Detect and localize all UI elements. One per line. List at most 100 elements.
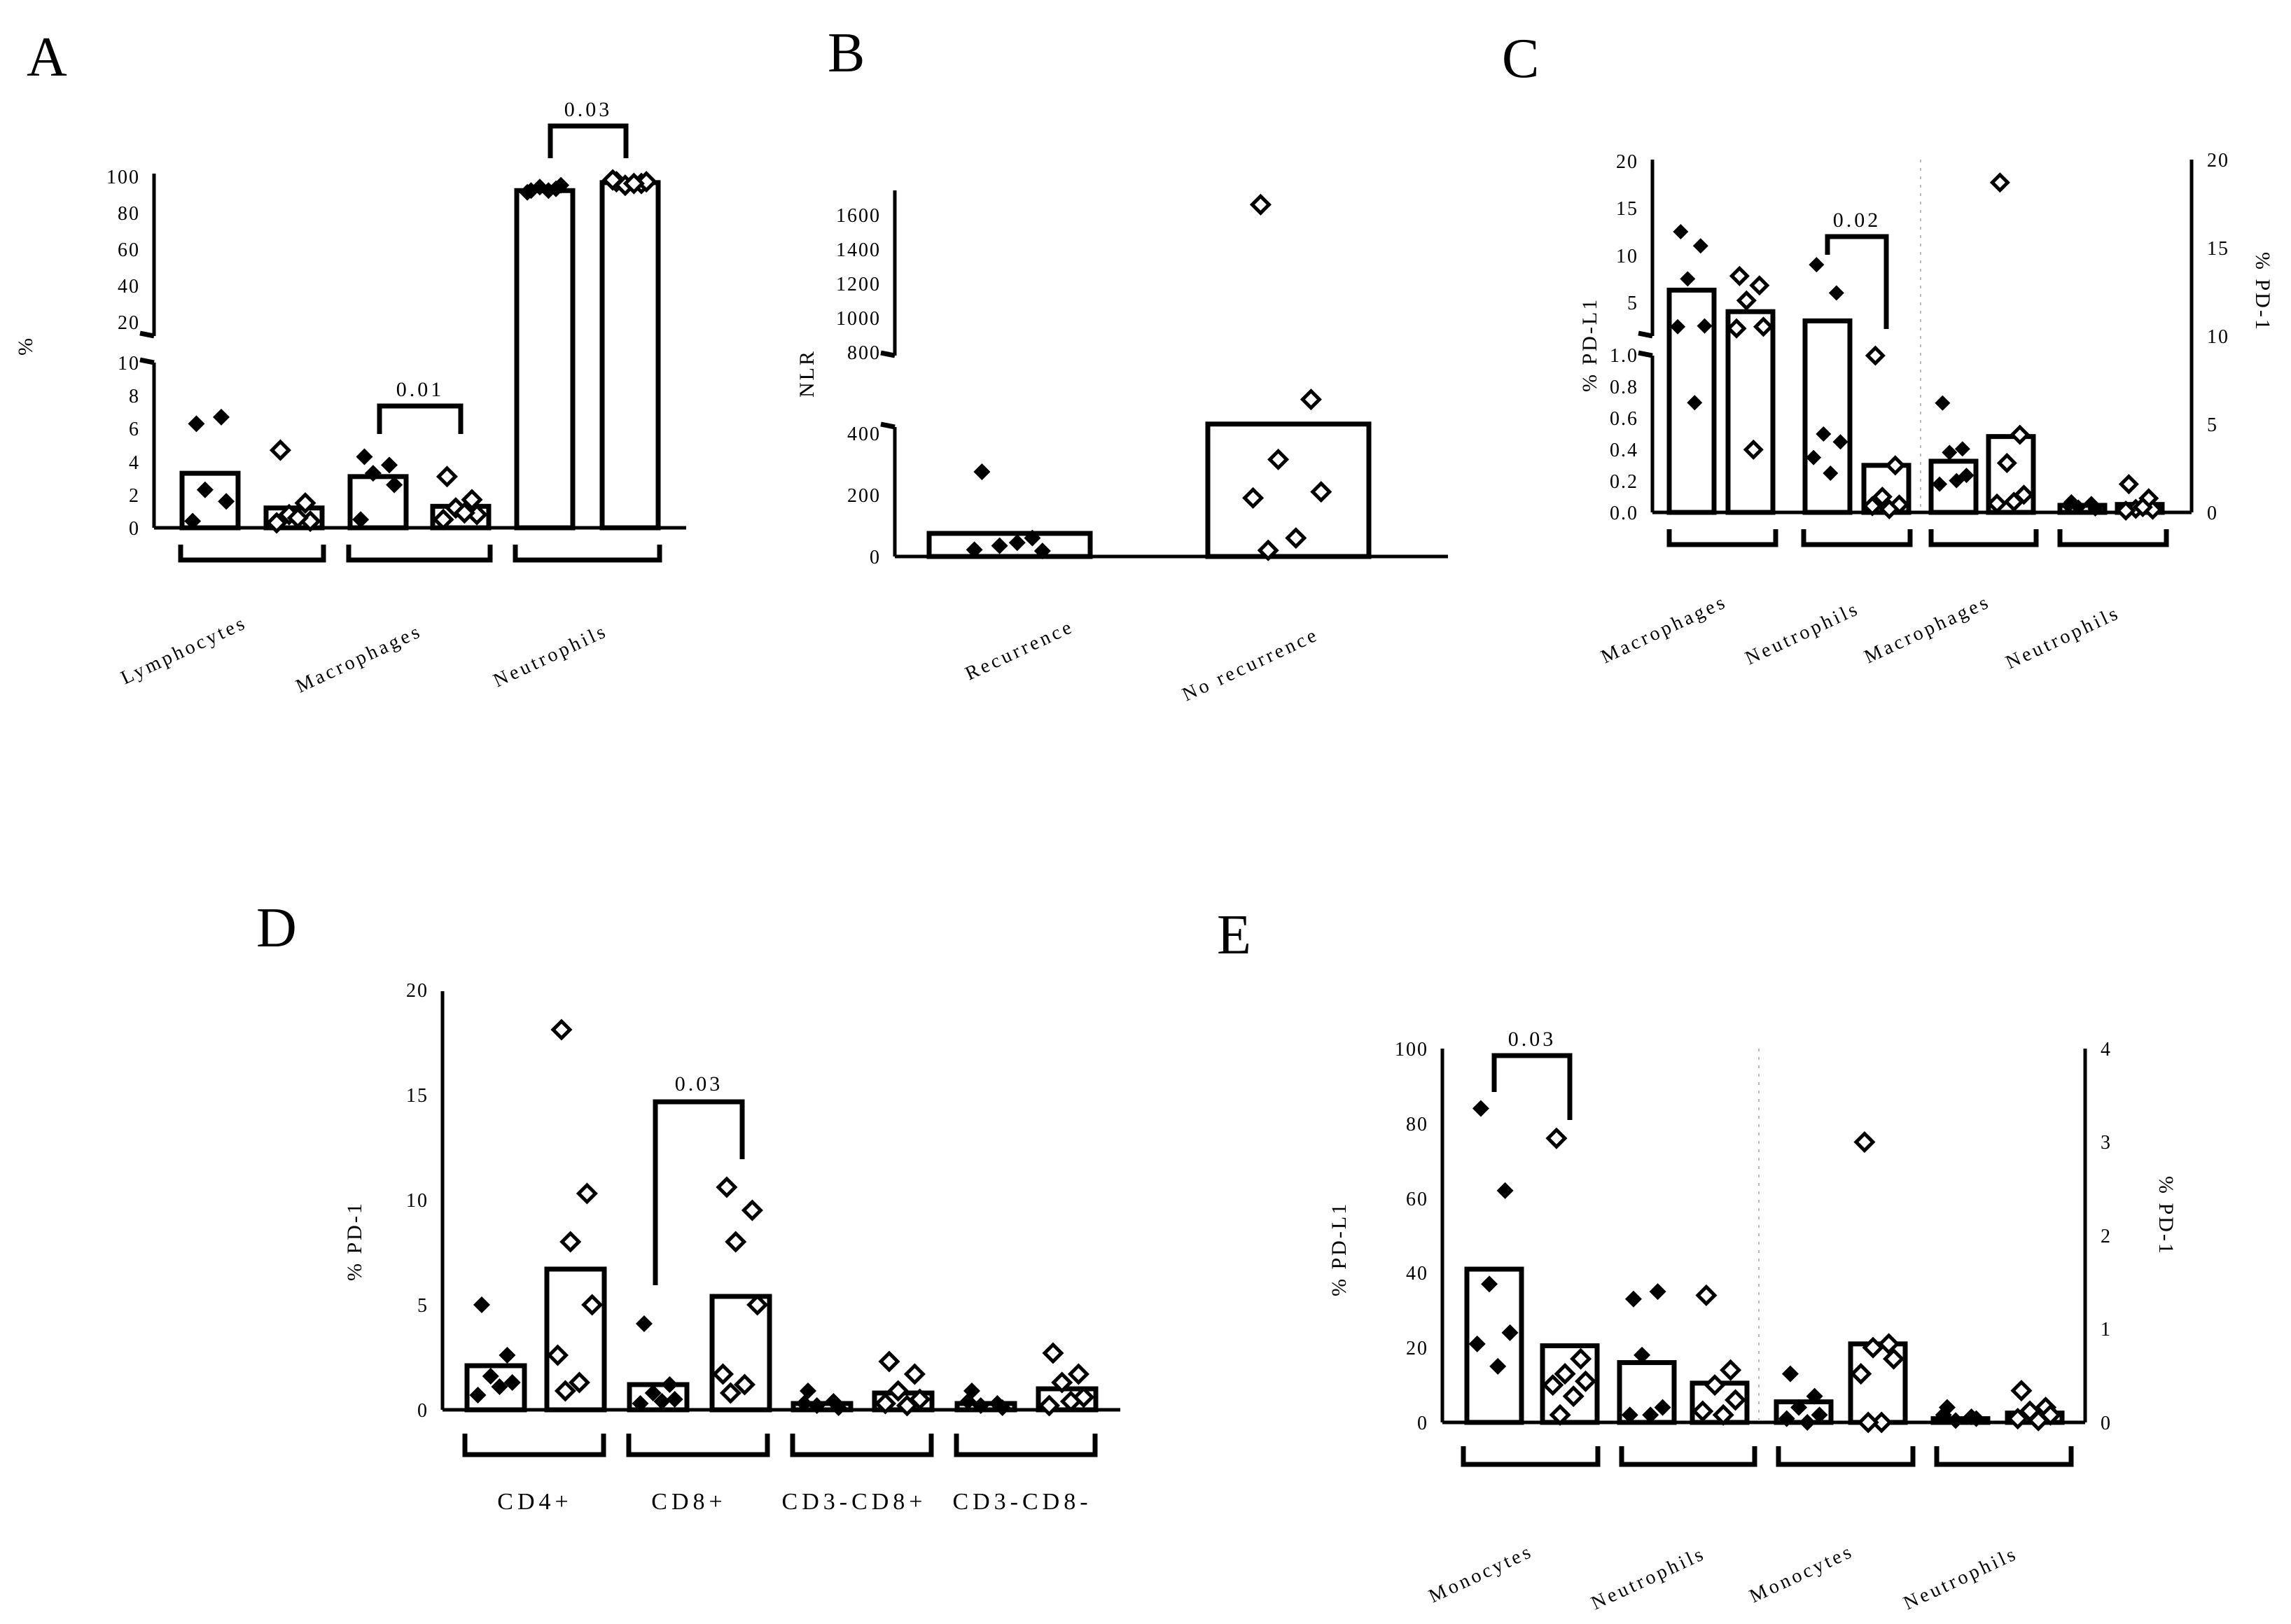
panel-a-point-2-filled-3 [552, 176, 570, 194]
panel-d-group-bracket-cd4 [462, 1434, 606, 1457]
panel-e-point-2-filled-5 [1799, 1414, 1816, 1431]
panel-d-point-1-open-0 [716, 1176, 738, 1198]
panel-c-point-1-filled-3 [1832, 434, 1848, 450]
panel-c-point-3-open-4 [2115, 500, 2136, 522]
panel-a-marks [179, 169, 661, 534]
panel-d-tick-15: 15 [406, 1085, 429, 1107]
panel-d-point-3-open-2 [1051, 1371, 1073, 1394]
panel-c-group-bracket-3 [1928, 529, 2039, 547]
panel-b-point-1-open-4 [1242, 486, 1265, 509]
panel-c-tick-0-4: 0.4 [1610, 440, 1638, 461]
panel-b-point-0-filled-1 [1024, 529, 1041, 547]
panel-e-category-4: Neutrophils [1900, 1543, 2021, 1615]
panel-e-point-0-filled-5 [1489, 1357, 1507, 1375]
panel-a-point-0-filled-3 [218, 493, 235, 510]
panel-b-point-0-filled-3 [1033, 542, 1051, 560]
panel-c-point-0-open-5 [1743, 439, 1764, 460]
panel-e-right-tick-0: 0 [2101, 1413, 2112, 1434]
panel-c-chart: % PD-L1 % PD-1 0.0 0.2 0.4 0.6 0.8 1.0 5… [1578, 150, 2274, 673]
panel-e-tick-40: 40 [1406, 1263, 1428, 1284]
panel-d-tick-0: 0 [417, 1400, 429, 1422]
panel-a-upper-ticks: 20 40 60 80 100 [106, 167, 140, 334]
panel-d-point-1-open-5 [733, 1373, 756, 1396]
panel-a-point-0-open-0 [269, 439, 291, 461]
panel-e-category-1: Monocytes [1426, 1540, 1537, 1607]
panel-e-point-0-filled-2 [1481, 1275, 1498, 1293]
panel-d-point-2-open-1 [903, 1363, 926, 1385]
panel-c-point-0-open-3 [1753, 316, 1774, 337]
panel-d-point-3-open-0 [1042, 1342, 1064, 1364]
panel-c-point-0-filled-1 [1692, 238, 1708, 254]
panel-d-point-2-filled-0 [799, 1382, 816, 1399]
panel-c-point-1-open-4 [1862, 496, 1883, 517]
panel-c-point-3-open-5 [2132, 496, 2153, 517]
panel-b-tick-800: 800 [847, 342, 881, 364]
panel-e-right-tick-3: 3 [2101, 1132, 2112, 1154]
panel-c-point-1-open-2 [1872, 486, 1893, 507]
panel-d-point-0-open-6 [554, 1380, 576, 1402]
panel-c-tick-0-2: 0.2 [1610, 471, 1638, 493]
panel-e-point-2-open-1 [1878, 1333, 1900, 1355]
panel-e-marks [1464, 1100, 2065, 1434]
panel-b-point-1-open-3 [1310, 481, 1332, 503]
panel-letter-d: D [256, 897, 297, 959]
panel-c-ylabel-left: % PD-L1 [1578, 298, 1601, 392]
panel-a-tick-20: 20 [118, 312, 140, 334]
panel-c-right-tick-0: 0 [2207, 503, 2218, 524]
panel-d-tick-10: 10 [406, 1190, 429, 1212]
panel-c-point-2-open-0 [1989, 172, 2010, 193]
panel-e-point-1-open-3 [1724, 1389, 1747, 1411]
panel-c-marks [1666, 172, 2165, 522]
panel-c-point-0-filled-2 [1680, 271, 1696, 287]
panel-d-ylabel: % PD-1 [343, 1201, 366, 1281]
panel-b-bar-0-filled [926, 531, 1093, 559]
panel-a-bar-0-filled [179, 470, 241, 531]
panel-b-bar-1-open [1205, 421, 1372, 559]
panel-d-category-cd3-cd8pos: CD3-CD8+ [782, 1489, 927, 1515]
panel-a-point-0-filled-1 [213, 408, 230, 426]
panel-a-sig-bracket-macrophages [377, 403, 464, 434]
panel-a-chart: % 0 2 4 6 8 10 20 40 60 80 100 Lymphocyt… [14, 98, 686, 697]
panel-e-ylabel-right: % PD-1 [2154, 1176, 2178, 1256]
panel-d-point-1-open-4 [711, 1363, 734, 1385]
panel-d-point-0-open-3 [581, 1294, 604, 1316]
panel-e-right-tick-2: 2 [2101, 1226, 2112, 1247]
panel-e-point-2-open-2 [1862, 1336, 1884, 1359]
panel-d-point-2-open-4 [874, 1392, 897, 1415]
panel-a-lower-ticks: 0 2 4 6 8 10 [118, 353, 140, 540]
panel-c-group-bracket-1 [1666, 529, 1778, 547]
panel-c-tick-10: 10 [1616, 246, 1638, 267]
panel-e-point-1-filled-5 [1642, 1406, 1659, 1424]
panel-e-point-0-open-4 [1542, 1374, 1564, 1396]
panel-b-category-no-recurrence: No recurrence [1179, 624, 1323, 706]
panel-c-tick-0-0: 0.0 [1610, 503, 1638, 524]
panel-b-point-0-filled-4 [966, 541, 983, 559]
panel-d-tick-20: 20 [406, 980, 429, 1002]
panel-a-point-2-filled-5 [540, 182, 557, 200]
panel-letter-a: A [27, 27, 67, 88]
panel-e-sig-bracket [1491, 1053, 1573, 1120]
panel-c-bar-1-filled [1802, 318, 1853, 515]
panel-b-tick-1600: 1600 [836, 205, 881, 227]
panel-c-point-1-open-0 [1865, 345, 1886, 366]
panel-d-point-0-open-1 [576, 1182, 598, 1205]
panel-b-tick-1400: 1400 [836, 239, 881, 261]
panel-e-ylabel-left: % PD-L1 [1328, 1202, 1351, 1296]
panel-d-point-0-open-2 [559, 1231, 582, 1253]
panel-a-tick-10: 10 [118, 353, 140, 374]
panel-d-point-1-filled-2 [644, 1385, 662, 1401]
panel-a-point-0-filled-4 [184, 512, 202, 530]
panel-c-point-2-open-1 [2010, 424, 2031, 445]
panel-b-tick-1200: 1200 [836, 274, 881, 295]
panel-c-category-1: Macrophages [1598, 591, 1731, 668]
panel-e-point-3-filled-4 [1935, 1406, 1952, 1424]
panel-b-marks [926, 193, 1372, 561]
panel-c-bar-2-open [1986, 434, 2036, 515]
panel-c-point-3-filled-2 [2070, 499, 2087, 515]
panel-c-tick-1-0: 1.0 [1610, 345, 1638, 367]
panel-e-point-0-open-0 [1545, 1127, 1568, 1149]
panel-e-group-bracket-1 [1461, 1446, 1601, 1467]
panel-c-point-2-filled-0 [1935, 395, 1951, 411]
panel-e-point-3-open-4 [2007, 1408, 2029, 1430]
